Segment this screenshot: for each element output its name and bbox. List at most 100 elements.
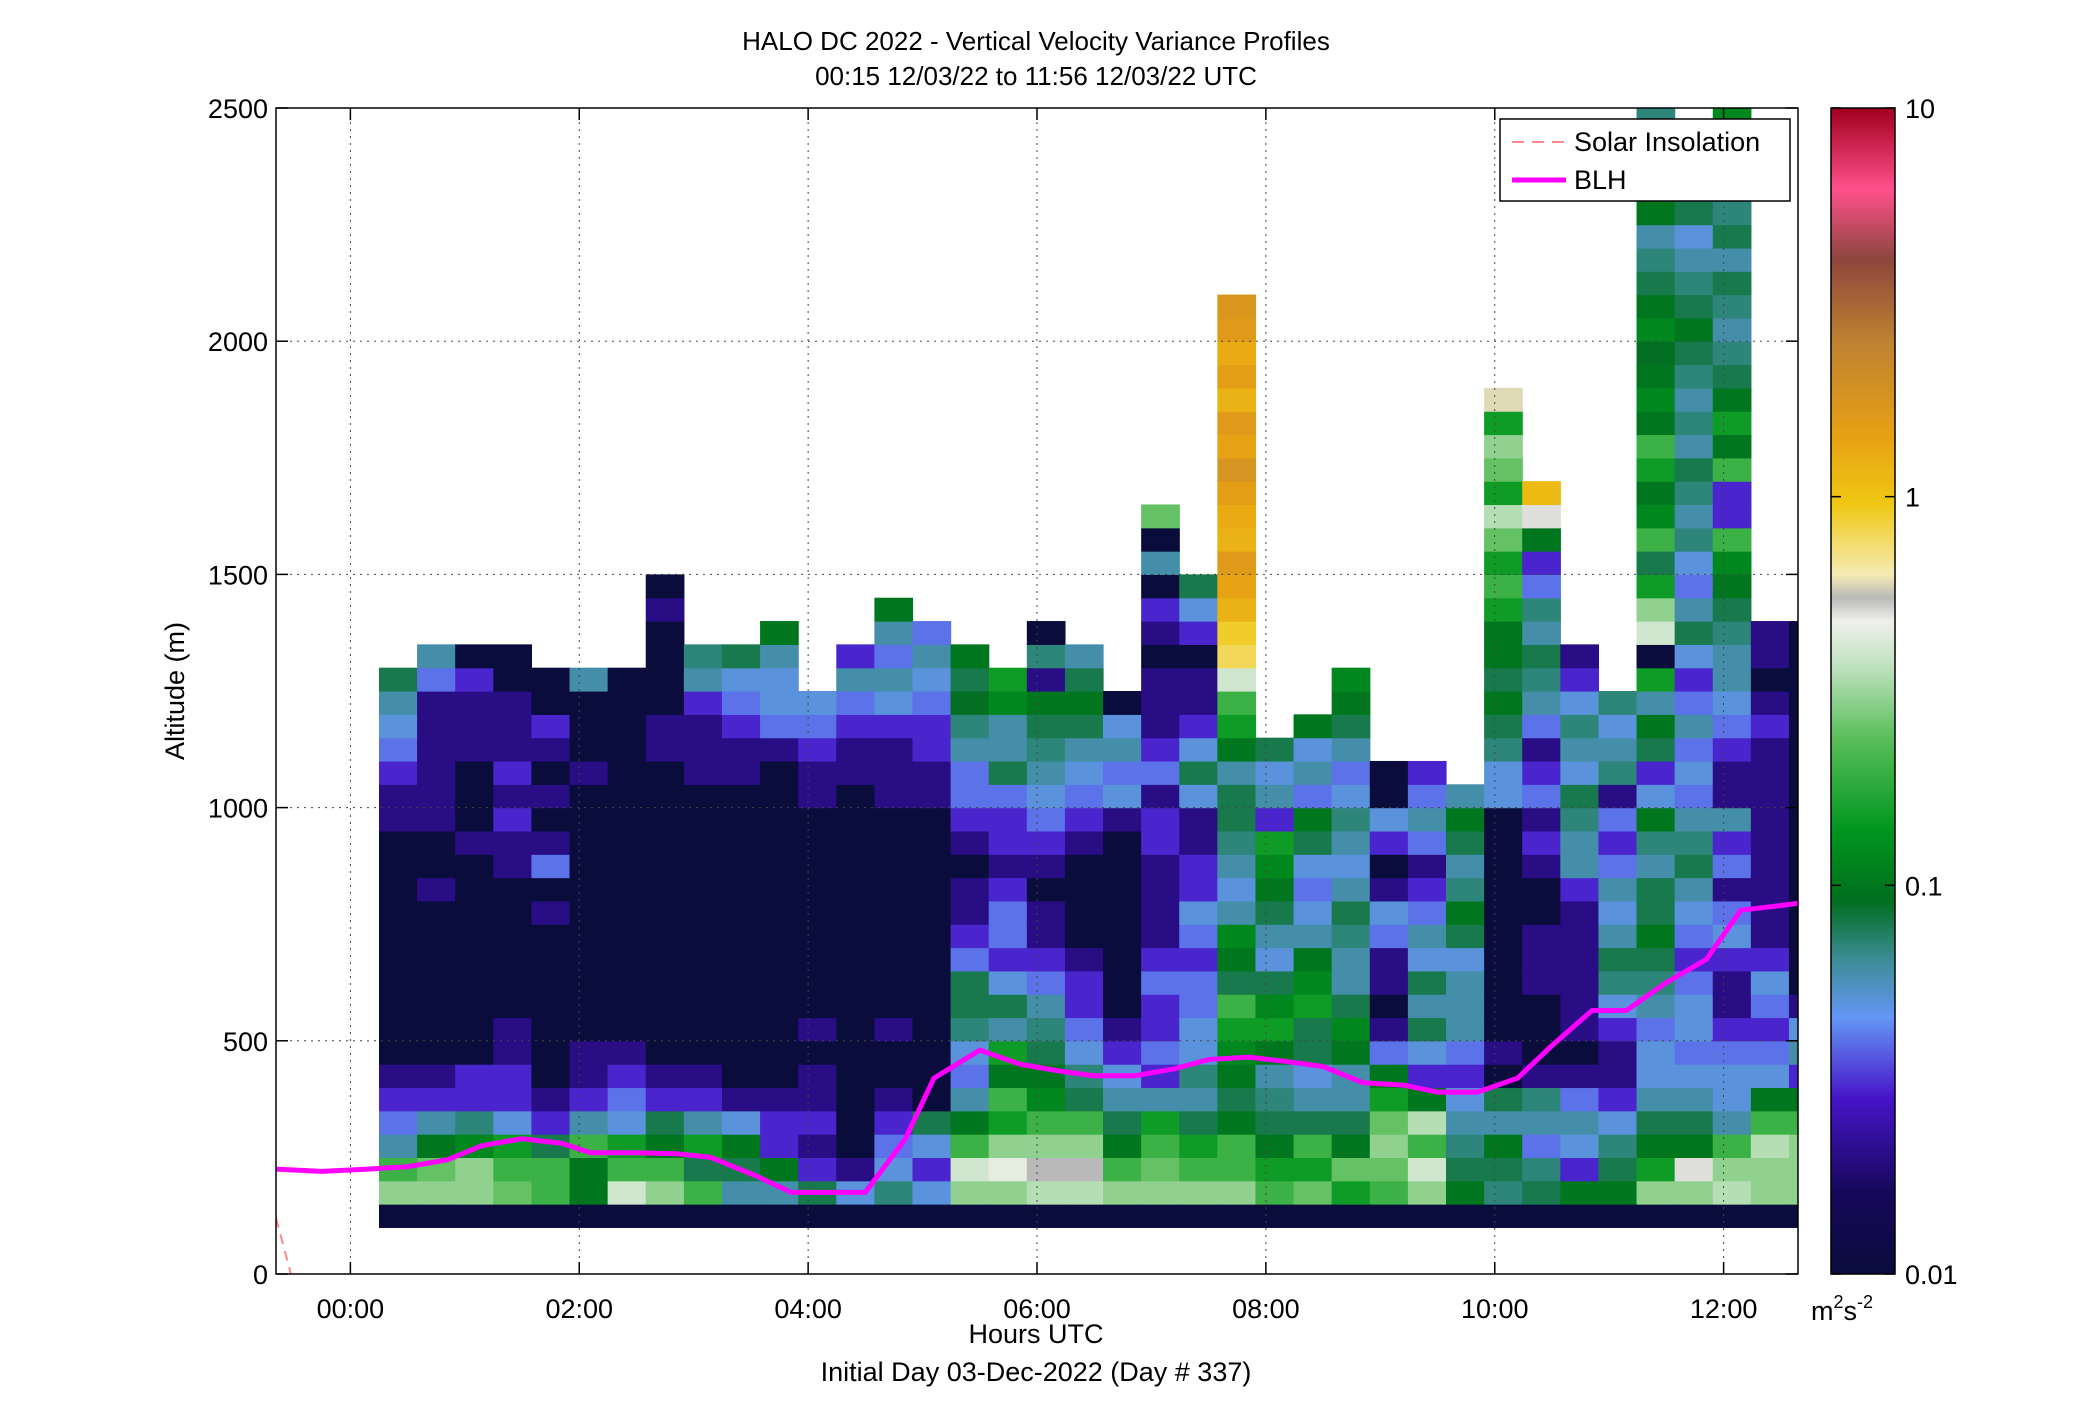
heatmap-cell: [1141, 597, 1180, 622]
heatmap-cell: [1750, 1180, 1790, 1205]
heatmap-cell: [607, 994, 647, 1019]
heatmap-cell: [1064, 924, 1104, 949]
heatmap-cell: [1712, 224, 1752, 249]
legend-solar-insolation-label: Solar Insolation: [1574, 127, 1760, 157]
x-axis-footer: Initial Day 03-Dec-2022 (Day # 337): [821, 1357, 1252, 1387]
heatmap-cell: [1217, 784, 1257, 809]
heatmap-cell: [1712, 1110, 1752, 1135]
heatmap-cell: [1636, 294, 1676, 319]
heatmap-cell: [760, 924, 799, 949]
heatmap-cell: [950, 1087, 990, 1112]
heatmap-cell: [1750, 691, 1790, 715]
heatmap-cell: [760, 784, 799, 809]
heatmap-cell: [1217, 667, 1257, 692]
heatmap-cell: [912, 667, 952, 692]
heatmap-cell: [378, 807, 418, 832]
heatmap-cell: [721, 1064, 761, 1089]
heatmap-cell: [378, 760, 418, 785]
heatmap-cell: [645, 737, 685, 762]
heatmap-cell: [1026, 714, 1066, 739]
heatmap-cell: [1712, 1180, 1752, 1205]
heatmap-cell: [1522, 621, 1561, 645]
heatmap-cell: [912, 970, 952, 995]
heatmap-cell: [1484, 411, 1523, 436]
heatmap-cell: [950, 691, 990, 715]
heatmap-cell: [1674, 1204, 1714, 1228]
heatmap-cell: [721, 924, 761, 949]
heatmap-cell: [721, 760, 761, 785]
heatmap-cell: [417, 1110, 456, 1135]
heatmap-cell: [1445, 1040, 1485, 1065]
heatmap-cell: [607, 970, 647, 995]
heatmap-cell: [988, 667, 1028, 692]
heatmap-cell: [1636, 877, 1676, 902]
heatmap-cell: [1560, 714, 1600, 739]
heatmap-cell: [1750, 970, 1790, 995]
heatmap-cell: [1712, 271, 1752, 296]
heatmap-cell: [1026, 1180, 1066, 1205]
heatmap-cell: [874, 830, 914, 855]
heatmap-cell: [1064, 900, 1104, 925]
heatmap-cell: [1636, 1017, 1676, 1042]
heatmap-cell: [1445, 900, 1485, 925]
heatmap-cell: [874, 784, 914, 809]
heatmap-cell: [1331, 830, 1371, 855]
heatmap-cell: [683, 1064, 723, 1089]
heatmap-cell: [1407, 1064, 1447, 1089]
heatmap-cell: [1788, 830, 1798, 855]
heatmap-cell: [1750, 1134, 1790, 1158]
heatmap-cell: [645, 667, 685, 692]
heatmap-cell: [378, 1087, 418, 1112]
heatmap-cell: [531, 667, 571, 692]
heatmap-cell: [1636, 1180, 1676, 1205]
heatmap-cell: [760, 970, 799, 995]
heatmap-cell: [455, 807, 494, 832]
heatmap-cell: [1369, 1204, 1409, 1228]
heatmap-cell: [1788, 691, 1798, 715]
heatmap-cell: [1141, 1157, 1180, 1182]
heatmap-cell: [1674, 1087, 1714, 1112]
heatmap-cell: [1750, 760, 1790, 785]
heatmap-cell: [1674, 481, 1714, 506]
x-tick-label: 02:00: [545, 1294, 613, 1324]
heatmap-cell: [1445, 994, 1485, 1019]
heatmap-cell: [1712, 411, 1752, 436]
heatmap-cell: [1293, 737, 1333, 762]
heatmap-cell: [1255, 1134, 1295, 1158]
heatmap-cell: [1712, 830, 1752, 855]
heatmap-cell: [1674, 527, 1714, 552]
heatmap-cell: [1788, 1017, 1798, 1042]
heatmap-cell: [645, 1064, 685, 1089]
heatmap-cell: [760, 1017, 799, 1042]
heatmap-cell: [1522, 527, 1561, 552]
heatmap-cell: [1217, 1017, 1257, 1042]
heatmap-cell: [531, 994, 571, 1019]
heatmap-cell: [1598, 900, 1638, 925]
heatmap-cell: [1788, 1157, 1798, 1182]
heatmap-cell: [531, 1040, 571, 1065]
heatmap-cell: [569, 667, 609, 692]
heatmap-cell: [912, 784, 952, 809]
heatmap-cell: [1141, 551, 1180, 575]
heatmap-cell: [1103, 1040, 1142, 1065]
heatmap-cell: [1484, 807, 1523, 832]
heatmap-cell: [1217, 1204, 1257, 1228]
heatmap-cell: [1179, 970, 1218, 995]
legend: Solar Insolation BLH: [1499, 118, 1791, 202]
heatmap-cell: [645, 574, 685, 599]
heatmap-cell: [1560, 947, 1600, 972]
heatmap-cell: [1636, 947, 1676, 972]
x-tick-label: 00:00: [317, 1294, 385, 1324]
heatmap-cell: [874, 970, 914, 995]
heatmap-cell: [1407, 1017, 1447, 1042]
heatmap-cell: [417, 877, 456, 902]
heatmap-cell: [1636, 481, 1676, 506]
heatmap-cell: [1712, 994, 1752, 1019]
heatmap-cell: [874, 691, 914, 715]
heatmap-cell: [531, 691, 571, 715]
heatmap-cell: [1217, 317, 1257, 342]
heatmap-cell: [1560, 691, 1600, 715]
heatmap-cell: [1560, 1204, 1600, 1228]
heatmap-cell: [1369, 1017, 1409, 1042]
heatmap-cell: [645, 621, 685, 645]
